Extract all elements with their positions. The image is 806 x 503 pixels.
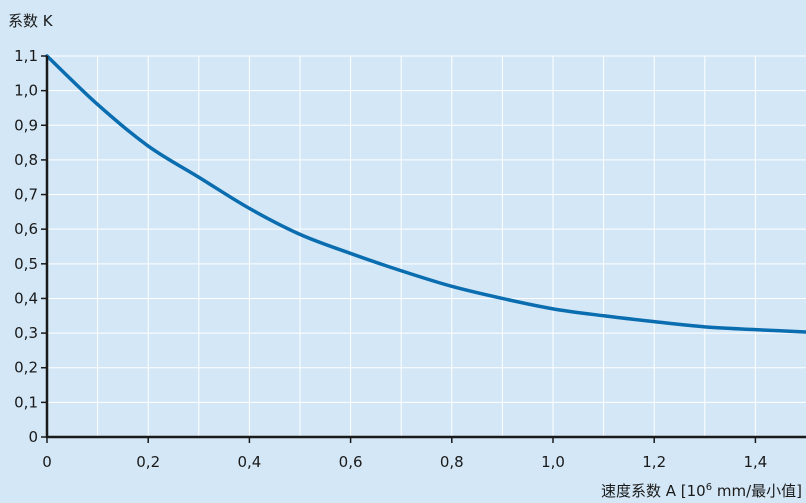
y-tick-label: 0,7	[14, 186, 38, 204]
y-axis-title: 系数 K	[8, 12, 54, 30]
y-tick-label: 0,5	[14, 255, 38, 273]
x-tick-label: 0,2	[136, 453, 160, 471]
y-tick-label: 0	[28, 428, 38, 446]
series	[45, 54, 806, 334]
x-axis-title-superscript: 6	[706, 482, 712, 493]
series-line	[45, 54, 806, 334]
y-tick-label: 0,6	[14, 220, 38, 238]
x-tick-label: 0,6	[339, 453, 363, 471]
y-tick-label: 1,0	[14, 82, 38, 100]
y-tick-label: 0,2	[14, 359, 38, 377]
x-axis-title-prefix: 速度系数 A [10	[601, 482, 706, 500]
x-tick-label: 0,4	[237, 453, 261, 471]
x-tick-label: 1,0	[541, 453, 565, 471]
y-tick-label: 0,4	[14, 289, 38, 307]
x-tick-label: 0	[42, 453, 52, 471]
x-tick-label: 1,2	[642, 453, 666, 471]
ticks: 0 0,1 0,2 0,3 0,4 0,5 0,6 0,7 0,8 0,9 1,0 1,1 0 0,2 0,…	[14, 47, 767, 471]
grid	[47, 55, 806, 437]
y-tick-label: 0,1	[14, 393, 38, 411]
x-axis-title: 速度系数 A [106 mm/最小值]	[601, 482, 802, 500]
y-tick-label: 0,9	[14, 116, 38, 134]
x-axis-title-suffix: mm/最小值]	[712, 482, 802, 500]
x-tick-label: 0,8	[440, 453, 464, 471]
y-tick-label: 0,3	[14, 324, 38, 342]
x-tick-label: 1,4	[743, 453, 767, 471]
y-tick-label: 1,1	[14, 47, 38, 65]
axes	[45, 56, 806, 439]
y-tick-label: 0,8	[14, 151, 38, 169]
